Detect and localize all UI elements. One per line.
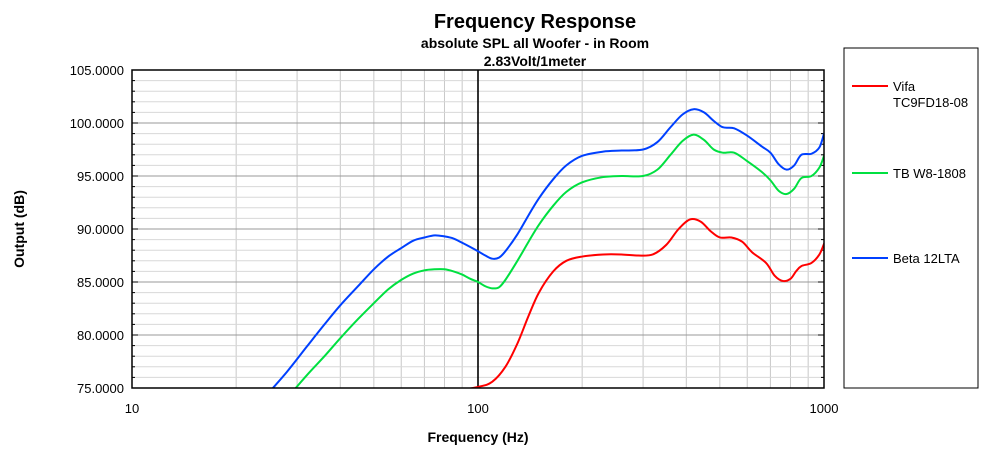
chart-title: Frequency Response xyxy=(434,11,636,33)
series-line-vifa-tc9fd18-08 xyxy=(467,217,824,388)
legend-label-beta-12lta: Beta 12LTA xyxy=(893,251,960,266)
legend-label-vifa-tc9fd18-08: Vifa xyxy=(893,79,916,94)
x-axis-label: Frequency (Hz) xyxy=(427,429,528,445)
y-tick-label: 100.0000 xyxy=(70,116,124,131)
series-layer xyxy=(271,108,824,388)
series-line-beta-12lta xyxy=(271,108,824,388)
x-tick-label: 100 xyxy=(467,401,489,416)
legend-label-tb-w8-1808: TB W8-1808 xyxy=(893,166,966,181)
y-tick-label: 90.0000 xyxy=(77,222,124,237)
legend-label-vifa-tc9fd18-08: TC9FD18-08 xyxy=(893,95,968,110)
chart-subtitle-line-2: 2.83Volt/1meter xyxy=(484,53,587,69)
x-tick-label: 10 xyxy=(125,401,139,416)
y-tick-label: 80.0000 xyxy=(77,328,124,343)
y-tick-label: 105.0000 xyxy=(70,63,124,78)
plot-area-frame xyxy=(131,69,825,389)
y-tick-label: 85.0000 xyxy=(77,275,124,290)
y-tick-labels: 75.0000 80.0000 85.0000 90.0000 95.0000 100.0… xyxy=(70,63,124,396)
y-tick-label: 95.0000 xyxy=(77,169,124,184)
y-axis-label: Output (dB) xyxy=(11,190,27,268)
chart-subtitle-line-1: absolute SPL all Woofer - in Room xyxy=(421,35,649,51)
legend-box xyxy=(843,47,979,389)
y-tick-label: 75.0000 xyxy=(77,381,124,396)
x-tick-label: 1000 xyxy=(810,401,839,416)
series-line-tb-w8-1808 xyxy=(294,133,824,388)
x-tick-labels: 10 100 1000 xyxy=(125,401,839,416)
